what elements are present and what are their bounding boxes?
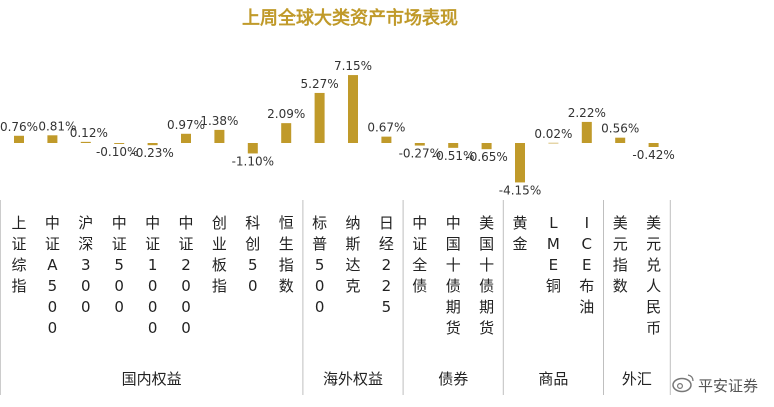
value-labels: 0.76% 0.81%0.12% -0.10%-0.23% 0.97%1.38% -1.…: [0, 59, 675, 197]
value-label-8: 2.09%: [267, 107, 305, 121]
value-label-16: 0.02%: [534, 127, 572, 141]
category-label-5: 中证 2 0 0 0: [178, 214, 193, 337]
bar-1: [47, 135, 58, 143]
value-label-10: 7.15%: [334, 59, 372, 73]
value-label-13: -0.51%: [432, 149, 474, 163]
category-label-8: 恒生指数: [279, 214, 294, 295]
bar-11: [381, 136, 392, 143]
category-label-13: 中国十债期货: [446, 214, 461, 337]
value-label-4: -0.23%: [131, 146, 173, 160]
value-label-0: 0.76%: [0, 120, 38, 134]
value-label-7: -1.10%: [232, 154, 274, 168]
category-label-6: 创业板指: [212, 214, 227, 295]
value-label-19: -0.42%: [632, 148, 674, 162]
category-label-11: 日经 2 2 5: [379, 214, 394, 316]
category-label-18: 美元指数: [613, 214, 628, 295]
category-label-0: 上证综指: [11, 214, 26, 295]
group-label-1: 海外权益: [323, 370, 383, 388]
value-label-14: -0.65%: [465, 150, 507, 164]
category-label-9: 标普 5 0 0: [312, 214, 327, 316]
category-label-14: 美国十债期货: [479, 214, 494, 337]
category-label-17: I C E 布油: [579, 214, 594, 316]
category-label-19: 美元兑人民币: [646, 214, 661, 337]
bar-13: [448, 143, 459, 148]
weibo-icon: [672, 374, 694, 393]
bar-9: [314, 92, 325, 143]
bar-7: [247, 143, 258, 154]
bar-19: [648, 143, 659, 147]
bar-8: [281, 123, 292, 143]
category-label-12: 中证全债: [412, 214, 427, 295]
bar-12: [414, 143, 425, 146]
bar-10: [348, 75, 358, 143]
value-label-5: 0.97%: [167, 118, 205, 132]
bar-18: [615, 137, 626, 143]
value-label-1: 0.81%: [38, 119, 76, 133]
bar-4: [147, 143, 158, 146]
group-label-0: 国内权益: [122, 370, 182, 388]
bar-3: [114, 143, 125, 144]
value-label-11: 0.67%: [367, 121, 405, 135]
watermark-text: 平安证券: [698, 377, 758, 395]
category-label-4: 中证 1 0 0 0: [145, 214, 160, 337]
bar-5: [181, 133, 191, 143]
category-label-15: 黄金: [512, 214, 527, 253]
group-labels: 国内权益 海外权益 债券 商品 外汇: [122, 370, 652, 388]
bar-2: [80, 141, 91, 143]
category-label-1: 中证 A 5 0 0: [45, 214, 60, 337]
chart-title: 上周全球大类资产市场表现: [242, 7, 458, 29]
category-label-2: 沪深 3 0 0: [78, 214, 93, 316]
category-label-3: 中证 5 0 0: [112, 214, 127, 316]
bar-0: [14, 135, 24, 143]
bar-6: [214, 129, 225, 143]
value-label-12: -0.27%: [399, 147, 441, 161]
watermark: 平安证券: [672, 374, 758, 395]
value-label-6: 1.38%: [200, 114, 238, 128]
group-label-3: 商品: [538, 370, 568, 388]
value-label-9: 5.27%: [301, 77, 339, 91]
category-label-10: 纳斯达克: [345, 214, 360, 295]
group-label-2: 债券: [438, 370, 468, 388]
value-label-15: -4.15%: [499, 183, 541, 197]
category-labels: 上证综指 中证 A 5 0 0 沪深 3 0 0 中证 5 0 0 中证 1 0 0 0 中证 2 0 0 0 创业板指 科创 5 0…: [11, 214, 661, 337]
bars: [14, 75, 659, 183]
bar-15: [515, 143, 525, 183]
value-label-18: 0.56%: [601, 122, 639, 136]
category-label-7: 科创 5 0: [245, 214, 260, 295]
value-label-17: 2.22%: [568, 106, 606, 120]
group-separators: [0, 200, 671, 395]
group-label-4: 外汇: [622, 370, 652, 388]
bar-17: [581, 121, 592, 143]
bar-16: [548, 142, 559, 144]
value-label-3: -0.10%: [96, 145, 138, 159]
value-label-2: 0.12%: [70, 126, 108, 140]
bar-14: [481, 143, 492, 150]
